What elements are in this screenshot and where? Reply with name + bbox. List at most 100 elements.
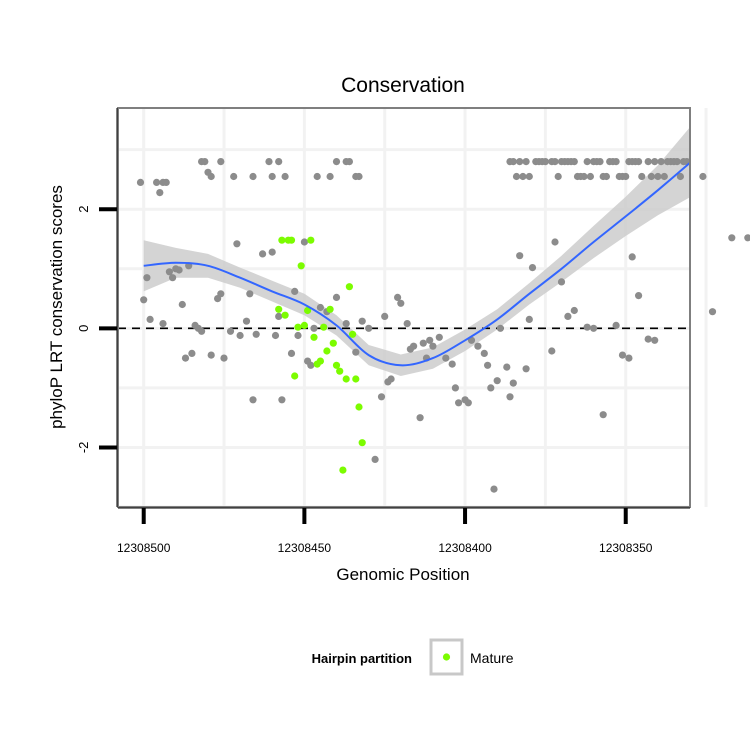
- point-other: [699, 172, 707, 181]
- point-other: [744, 234, 750, 242]
- point-other: [275, 312, 283, 320]
- point-other: [178, 300, 186, 309]
- point-other: [548, 347, 556, 355]
- y-tick-label: 2: [76, 206, 91, 213]
- point-other: [599, 411, 607, 419]
- point-other: [403, 320, 411, 328]
- point-other: [397, 299, 405, 307]
- point-other: [551, 238, 559, 246]
- point-mature: [287, 236, 296, 244]
- point-other: [580, 172, 588, 181]
- point-other: [313, 172, 321, 181]
- point-other: [249, 172, 257, 181]
- point-other: [310, 324, 318, 332]
- point-other: [673, 158, 681, 166]
- point-mature: [291, 372, 299, 380]
- point-other: [612, 158, 620, 166]
- x-tick-label: 12308350: [599, 541, 653, 555]
- point-other: [509, 379, 517, 387]
- point-mature: [326, 305, 334, 313]
- point-other: [596, 158, 604, 166]
- point-other: [358, 317, 366, 325]
- point-other: [156, 189, 164, 197]
- legend-key-mature: [442, 653, 451, 661]
- point-other: [201, 158, 209, 166]
- point-other: [419, 339, 427, 347]
- point-other: [635, 158, 643, 166]
- point-other: [522, 365, 530, 373]
- point-other: [651, 158, 659, 166]
- point-other: [474, 342, 482, 350]
- points-mature: [275, 236, 366, 474]
- point-other: [265, 158, 273, 166]
- point-other: [275, 158, 283, 166]
- plot-panel-border: [117, 107, 691, 508]
- point-other: [342, 320, 350, 328]
- point-other: [246, 290, 254, 298]
- point-other: [660, 172, 668, 181]
- point-other: [618, 351, 627, 359]
- point-other: [252, 330, 260, 338]
- point-other: [162, 178, 170, 186]
- point-mature: [300, 321, 308, 329]
- point-other: [590, 324, 598, 332]
- point-other: [365, 324, 373, 332]
- point-other: [551, 158, 559, 166]
- point-mature: [316, 357, 324, 365]
- y-tick-label: 0: [76, 325, 91, 332]
- point-other: [377, 393, 386, 401]
- point-other: [220, 354, 228, 362]
- point-mature: [304, 306, 312, 315]
- point-other: [644, 158, 652, 166]
- point-other: [233, 240, 241, 248]
- point-other: [651, 336, 659, 344]
- point-other: [271, 331, 280, 340]
- point-other: [153, 178, 161, 186]
- point-mature: [297, 262, 305, 270]
- point-other: [487, 384, 495, 392]
- legend: Hairpin partition Mature: [312, 638, 514, 676]
- point-mature: [358, 439, 366, 447]
- point-other: [230, 172, 238, 181]
- point-other: [326, 172, 334, 181]
- point-other: [371, 455, 379, 463]
- smooth-trend-line: [143, 162, 691, 367]
- point-other: [654, 172, 662, 181]
- point-other: [143, 274, 151, 282]
- point-other: [557, 278, 566, 286]
- point-mature: [275, 305, 283, 313]
- point-other: [493, 377, 501, 385]
- point-other: [583, 158, 591, 166]
- point-other: [136, 178, 145, 186]
- point-other: [287, 349, 296, 357]
- point-mature: [336, 367, 344, 375]
- point-other: [316, 303, 324, 312]
- point-other: [332, 293, 341, 301]
- point-other: [175, 266, 183, 274]
- point-other: [484, 361, 492, 369]
- point-other: [268, 172, 276, 181]
- point-mature: [294, 323, 302, 331]
- point-mature: [320, 323, 328, 331]
- point-other: [226, 327, 235, 335]
- point-other: [638, 172, 646, 181]
- point-other: [570, 306, 578, 315]
- point-other: [207, 351, 215, 359]
- point-other: [410, 342, 418, 350]
- point-other: [300, 238, 308, 246]
- point-other: [528, 264, 537, 272]
- point-other: [188, 349, 196, 357]
- point-other: [207, 172, 215, 181]
- point-other: [512, 172, 521, 181]
- point-other: [503, 363, 511, 371]
- point-other: [490, 485, 498, 493]
- point-other: [217, 158, 225, 166]
- point-other: [442, 354, 450, 362]
- point-other: [509, 158, 517, 166]
- point-other: [355, 172, 363, 181]
- point-other: [169, 274, 177, 282]
- point-other: [332, 158, 341, 166]
- y-tick-label: -2: [76, 442, 91, 454]
- point-other: [294, 331, 302, 340]
